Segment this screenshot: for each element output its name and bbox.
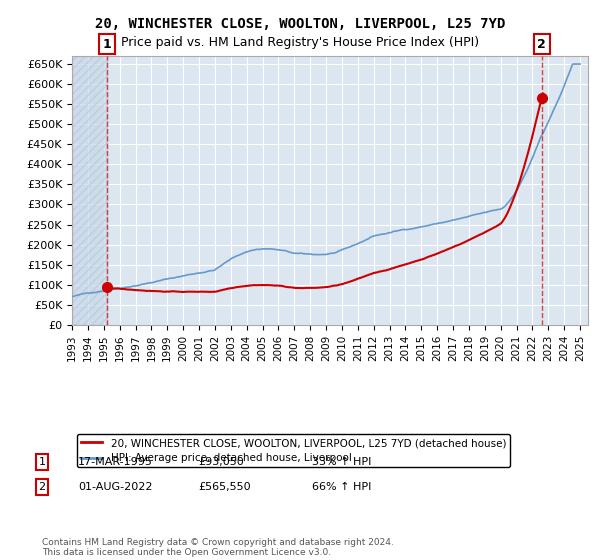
Text: £565,550: £565,550	[198, 482, 251, 492]
Text: Contains HM Land Registry data © Crown copyright and database right 2024.
This d: Contains HM Land Registry data © Crown c…	[42, 538, 394, 557]
HPI: Average price, detached house, Liverpool: (2.02e+03, 6.5e+05): Average price, detached house, Liverpool…	[577, 60, 584, 67]
Text: £93,050: £93,050	[198, 457, 244, 467]
Text: 33% ↑ HPI: 33% ↑ HPI	[312, 457, 371, 467]
Text: 2: 2	[38, 482, 46, 492]
HPI: Average price, detached house, Liverpool: (2.02e+03, 2.54e+05): Average price, detached house, Liverpool…	[437, 220, 445, 226]
20, WINCHESTER CLOSE, WOOLTON, LIVERPOOL, L25 7YD (detached house)	[104, 284, 111, 291]
Text: 2: 2	[537, 38, 546, 50]
20, WINCHESTER CLOSE, WOOLTON, LIVERPOOL, L25 7YD (detached house)	[179, 288, 187, 295]
20, WINCHESTER CLOSE, WOOLTON, LIVERPOOL, L25 7YD (detached house)	[210, 288, 217, 295]
Text: 17-MAR-1995: 17-MAR-1995	[78, 457, 153, 467]
Text: 01-AUG-2022: 01-AUG-2022	[78, 482, 152, 492]
20, WINCHESTER CLOSE, WOOLTON, LIVERPOOL, L25 7YD (detached house)	[165, 288, 172, 295]
Legend: 20, WINCHESTER CLOSE, WOOLTON, LIVERPOOL, L25 7YD (detached house), HPI: Average: 20, WINCHESTER CLOSE, WOOLTON, LIVERPOOL…	[77, 434, 510, 468]
20, WINCHESTER CLOSE, WOOLTON, LIVERPOOL, L25 7YD (detached house)	[539, 90, 547, 97]
Text: 66% ↑ HPI: 66% ↑ HPI	[312, 482, 371, 492]
20, WINCHESTER CLOSE, WOOLTON, LIVERPOOL, L25 7YD (detached house)	[229, 284, 236, 291]
HPI: Average price, detached house, Liverpool: (2.02e+03, 6.5e+05): Average price, detached house, Liverpool…	[570, 60, 577, 67]
HPI: Average price, detached house, Liverpool: (2.02e+03, 2.53e+05): Average price, detached house, Liverpool…	[435, 220, 442, 226]
Line: 20, WINCHESTER CLOSE, WOOLTON, LIVERPOOL, L25 7YD (detached house): 20, WINCHESTER CLOSE, WOOLTON, LIVERPOOL…	[107, 94, 543, 292]
HPI: Average price, detached house, Liverpool: (2e+03, 1.72e+05): Average price, detached house, Liverpool…	[234, 253, 241, 259]
Text: 1: 1	[38, 457, 46, 467]
Text: 20, WINCHESTER CLOSE, WOOLTON, LIVERPOOL, L25 7YD: 20, WINCHESTER CLOSE, WOOLTON, LIVERPOOL…	[95, 17, 505, 31]
20, WINCHESTER CLOSE, WOOLTON, LIVERPOOL, L25 7YD (detached house)	[478, 231, 485, 237]
HPI: Average price, detached house, Liverpool: (2.01e+03, 2.31e+05): Average price, detached house, Liverpool…	[388, 229, 395, 236]
HPI: Average price, detached house, Liverpool: (2e+03, 9.65e+04): Average price, detached house, Liverpool…	[130, 283, 137, 290]
20, WINCHESTER CLOSE, WOOLTON, LIVERPOOL, L25 7YD (detached house)	[402, 261, 409, 268]
Bar	[72, 56, 107, 325]
Line: HPI: Average price, detached house, Liverpool: HPI: Average price, detached house, Live…	[72, 64, 580, 297]
HPI: Average price, detached house, Liverpool: (1.99e+03, 7.02e+04): Average price, detached house, Liverpool…	[68, 293, 76, 300]
HPI: Average price, detached house, Liverpool: (2.01e+03, 1.88e+05): Average price, detached house, Liverpool…	[269, 246, 277, 253]
Bar	[72, 56, 107, 325]
Text: Price paid vs. HM Land Registry's House Price Index (HPI): Price paid vs. HM Land Registry's House …	[121, 36, 479, 49]
Text: 1: 1	[103, 38, 112, 50]
20, WINCHESTER CLOSE, WOOLTON, LIVERPOOL, L25 7YD (detached house)	[431, 251, 439, 258]
